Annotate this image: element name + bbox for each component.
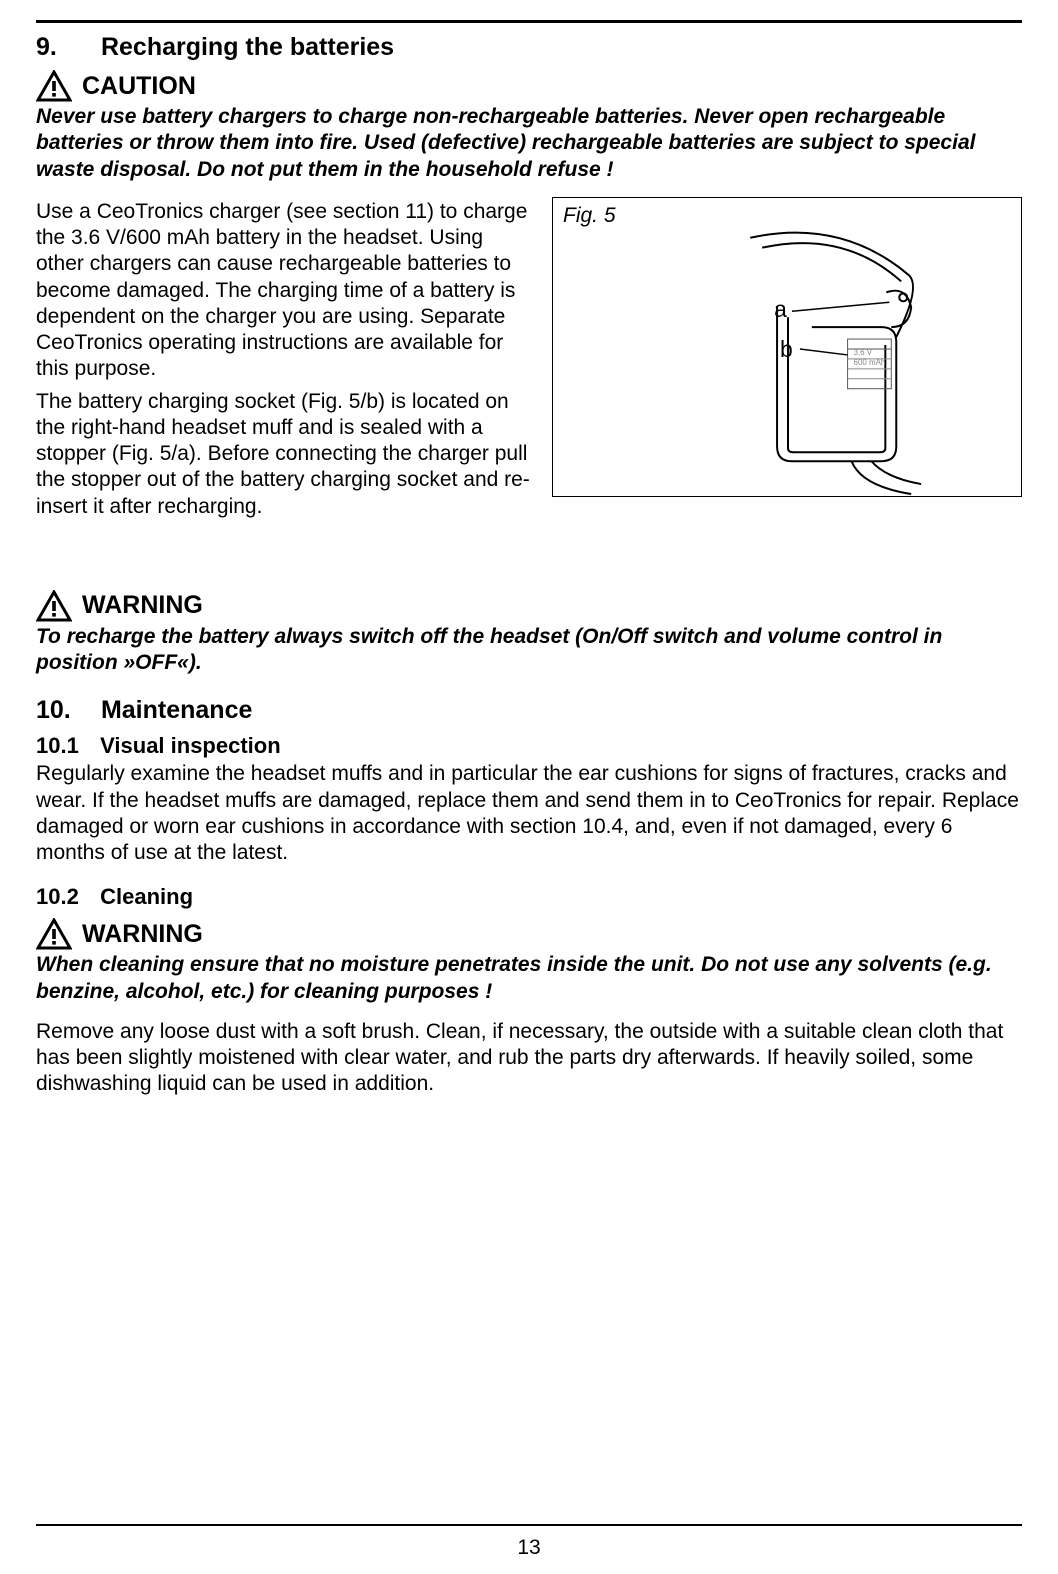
- warning-label-1: WARNING: [82, 591, 203, 620]
- warning-triangle-icon: [36, 590, 72, 622]
- warning-header-2: WARNING: [36, 918, 1022, 950]
- section-9-body-row: Use a CeoTronics charger (see section 11…: [36, 197, 1022, 526]
- warning-label-2: WARNING: [82, 920, 203, 949]
- top-rule: [36, 20, 1022, 23]
- s9-p1: Use a CeoTronics charger (see section 11…: [36, 199, 534, 383]
- warning-text-1: To recharge the battery always switch of…: [36, 624, 1022, 677]
- section-9-num: 9.: [36, 33, 94, 62]
- section-10-2-title: Cleaning: [100, 884, 193, 909]
- warning-header-1: WARNING: [36, 590, 1022, 622]
- section-10-title: Maintenance: [101, 696, 252, 724]
- caution-text: Never use battery chargers to charge non…: [36, 104, 1022, 183]
- manual-page: 9. Recharging the batteries CAUTION Neve…: [0, 0, 1058, 1574]
- section-10-1-num: 10.1: [36, 733, 94, 759]
- section-10-2-body: Remove any loose dust with a soft brush.…: [36, 1019, 1022, 1098]
- section-10-1-body: Regularly examine the headset muffs and …: [36, 761, 1022, 866]
- section-9-title: Recharging the batteries: [101, 33, 394, 61]
- section-10-2-heading: 10.2 Cleaning: [36, 884, 1022, 910]
- svg-text:3,6 V: 3,6 V: [854, 348, 873, 357]
- s9-p2: The battery charging socket (Fig. 5/b) i…: [36, 389, 534, 520]
- section-10-num: 10.: [36, 696, 94, 725]
- fig5-label-a: a: [774, 296, 787, 322]
- section-9-heading: 9. Recharging the batteries: [36, 33, 1022, 62]
- section-10-1-title: Visual inspection: [100, 733, 281, 758]
- section-10-2-num: 10.2: [36, 884, 94, 910]
- section-10-1-heading: 10.1 Visual inspection: [36, 733, 1022, 759]
- page-number: 13: [0, 1536, 1058, 1560]
- section-10-heading: 10. Maintenance: [36, 696, 1022, 725]
- figure-5-drawing: a b 3,6 V 600 mAh: [553, 198, 1021, 496]
- spacer: [36, 526, 1022, 582]
- fig5-label-b: b: [780, 336, 793, 362]
- svg-text:600 mAh: 600 mAh: [854, 358, 886, 367]
- warning-triangle-icon: [36, 70, 72, 102]
- figure-5-container: Fig. 5: [552, 197, 1022, 497]
- warning-triangle-icon: [36, 918, 72, 950]
- caution-label: CAUTION: [82, 72, 196, 101]
- bottom-rule: [36, 1524, 1022, 1526]
- warning-text-2: When cleaning ensure that no moisture pe…: [36, 952, 1022, 1005]
- figure-5-box: Fig. 5: [552, 197, 1022, 497]
- section-9-text-col: Use a CeoTronics charger (see section 11…: [36, 197, 534, 526]
- caution-header: CAUTION: [36, 70, 1022, 102]
